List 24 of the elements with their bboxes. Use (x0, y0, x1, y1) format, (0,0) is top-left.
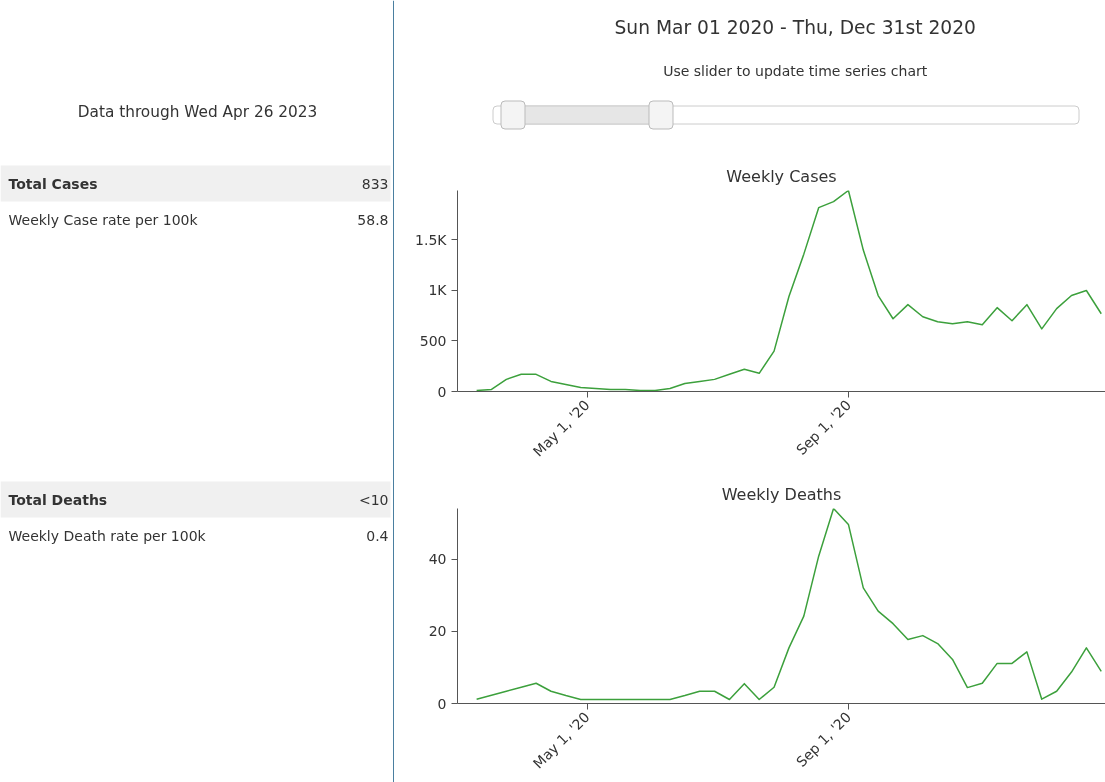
line-series (475, 508, 1102, 701)
x-tick-label: Sep 1, '20 (793, 708, 855, 770)
text: Total Deaths (8, 491, 108, 508)
y-tick-label: 0 (437, 383, 447, 400)
text: Use slider to update time series chart (663, 62, 928, 79)
line-series (475, 190, 1102, 392)
text: Weekly Case rate per 100k (8, 211, 199, 228)
text: 833 (361, 175, 389, 192)
text: <10 (358, 491, 389, 508)
y-tick-label: 1.5K (415, 231, 448, 248)
y-tick-label: 40 (428, 551, 447, 568)
text: 0.4 (366, 527, 389, 544)
text: Sun Mar 01 2020 - Thu, Dec 31st 2020 (614, 17, 976, 38)
y-tick-label: 1K (428, 282, 448, 299)
chart-title: Weekly Cases (726, 166, 837, 186)
text: 58.8 (357, 211, 389, 228)
text: Total Cases (8, 175, 98, 192)
y-tick-label: 0 (437, 695, 447, 712)
text: Data through Wed Apr 26 2023 (77, 102, 318, 121)
x-tick-label: Sep 1, '20 (793, 396, 855, 458)
text: Weekly Death rate per 100k (8, 527, 207, 544)
y-tick-label: 20 (428, 623, 447, 640)
y-tick-label: 500 (419, 333, 447, 349)
chart-title: Weekly Deaths (721, 484, 842, 504)
